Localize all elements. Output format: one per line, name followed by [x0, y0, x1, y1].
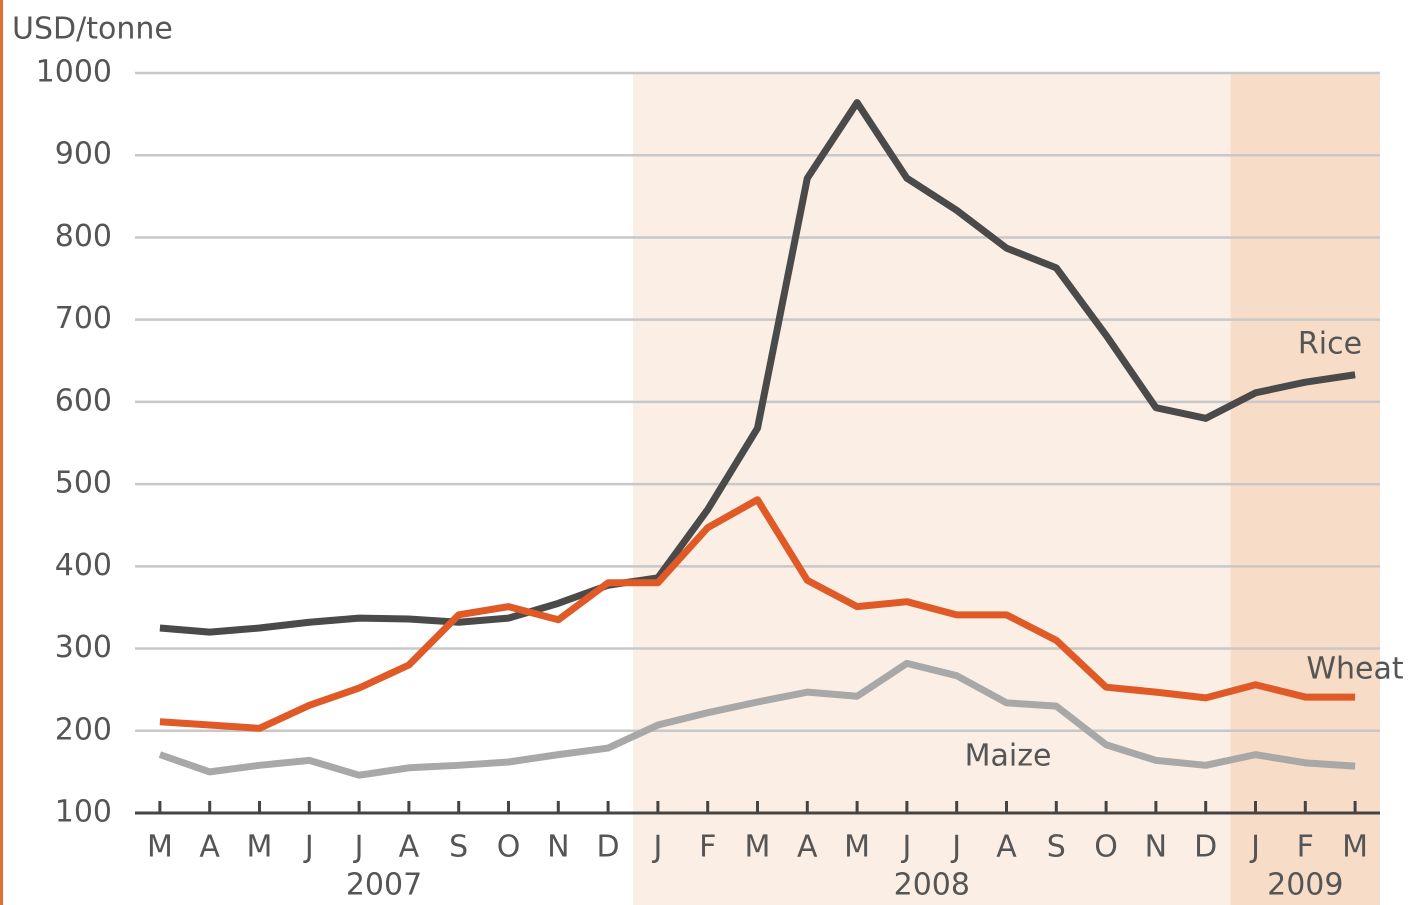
y-tick-label: 900 — [55, 137, 112, 172]
x-tick-label: O — [1094, 830, 1118, 865]
x-tick-label: M — [147, 830, 173, 865]
x-tick-label: F — [1297, 830, 1314, 865]
x-tick-label: F — [699, 830, 716, 865]
x-tick-label: S — [449, 830, 468, 865]
year-label: 2007 — [346, 868, 422, 903]
x-tick-label: M — [745, 830, 771, 865]
series-label: Maize — [965, 739, 1052, 774]
y-tick-label: 700 — [55, 301, 112, 336]
y-tick-label: 400 — [55, 548, 112, 583]
left-border — [0, 0, 3, 905]
x-tick-label: J — [353, 830, 364, 865]
x-tick-label: N — [1145, 830, 1167, 865]
x-tick-label: O — [497, 830, 521, 865]
x-tick-label: J — [651, 830, 662, 865]
series-line — [159, 496, 1356, 732]
x-tick-label: D — [1194, 830, 1217, 865]
x-tick-label: A — [199, 830, 220, 865]
y-tick-label: 200 — [55, 712, 112, 747]
x-tick-label: A — [399, 830, 420, 865]
x-tick-label: M — [844, 830, 870, 865]
x-tick-label: N — [547, 830, 569, 865]
year-label: 2008 — [894, 868, 970, 903]
x-tick-label: M — [247, 830, 273, 865]
x-tick-label: S — [1047, 830, 1066, 865]
x-tick-label: D — [597, 830, 620, 865]
y-tick-label: 800 — [55, 219, 112, 254]
year-label: 2009 — [1267, 868, 1343, 903]
background-layer — [633, 73, 1380, 905]
y-tick-label: 1000 — [36, 55, 112, 90]
x-tick-label: J — [900, 830, 911, 865]
y-tick-label: 600 — [55, 383, 112, 418]
year-shade — [633, 73, 1231, 905]
series-line — [158, 659, 1356, 779]
y-tick-label: 300 — [55, 630, 112, 665]
x-tick-label: J — [1249, 830, 1260, 865]
series-line — [159, 99, 1356, 636]
series-label: Rice — [1298, 327, 1362, 362]
x-tick-label: J — [950, 830, 961, 865]
y-tick-label: 500 — [55, 466, 112, 501]
y-axis-label: USD/tonne — [12, 12, 173, 47]
x-tick-label: J — [303, 830, 314, 865]
x-tick-label: M — [1342, 830, 1368, 865]
y-tick-label: 100 — [55, 795, 112, 830]
x-tick-label: A — [797, 830, 818, 865]
series-label: Wheat — [1306, 652, 1404, 687]
year-shade — [1230, 73, 1380, 905]
x-tick-label: A — [996, 830, 1017, 865]
